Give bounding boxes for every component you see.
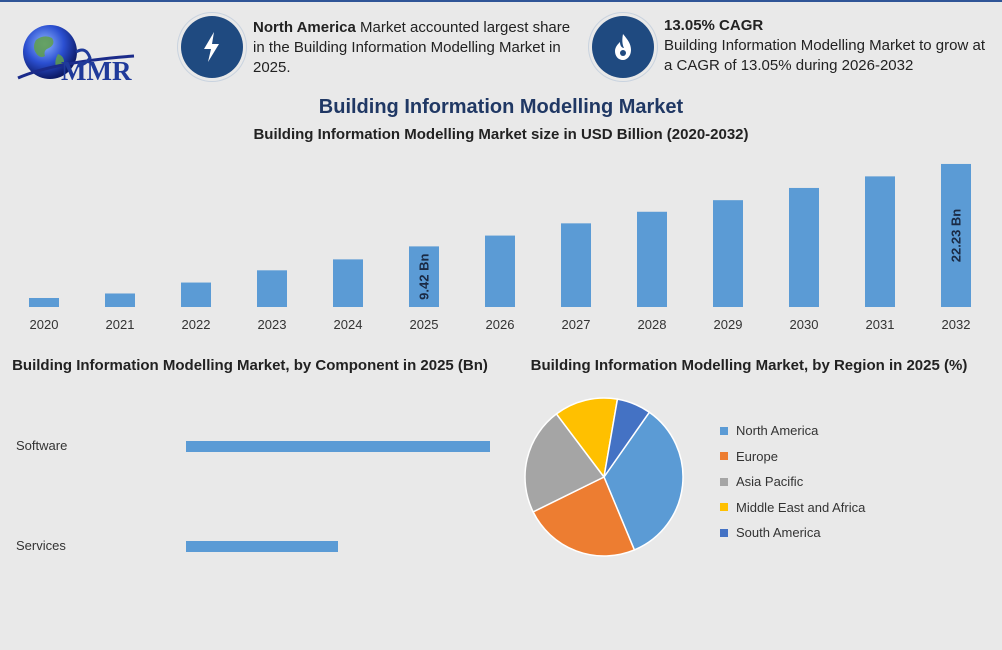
bar-2031 [865,176,895,307]
pie-slice-asia-pacific [524,412,606,513]
bar-2030 [789,187,819,307]
x-tick-label: 2020 [30,317,59,332]
x-tick-label: 2025 [410,317,439,332]
bar-2023 [257,270,287,307]
bar-2029 [713,200,743,307]
legend-item: North America [720,418,865,444]
bar-2022 [181,282,211,307]
bar-chart-title: Building Information Modelling Market si… [253,126,749,143]
bar-services [186,541,338,552]
bar-2032 [941,163,971,307]
legend-swatch [720,426,728,435]
region-pie-chart [524,397,684,557]
logo-text: MMR [61,56,132,86]
bar-software [186,441,490,452]
legend-label: Europe [736,448,778,464]
bar-2020 [29,297,59,307]
category-label-services: Services [16,538,66,553]
highlight-body: Market accounted largest share in the Bu… [253,19,571,76]
legend-swatch [720,477,728,486]
x-tick-label: 2028 [638,317,667,332]
x-tick-label: 2021 [106,317,135,332]
highlight-body: Building Information Modelling Market to… [664,37,985,74]
x-tick-label: 2030 [790,317,819,332]
category-label-software: Software [16,438,67,453]
lightning-icon [181,16,243,78]
bar-2027 [561,223,591,307]
legend-swatch [720,528,728,537]
x-tick-label: 2029 [714,317,743,332]
component-bar-chart: Software Services [16,438,490,553]
legend-label: Asia Pacific [736,474,804,490]
bar-2024 [333,259,363,307]
page-title: Building Information Modelling Market [318,96,684,118]
legend-item: Europe [720,444,865,470]
pie-slice-europe [532,475,636,557]
top-border [0,0,1002,2]
pie-slice-south-america [603,398,651,478]
x-tick-label: 2031 [866,317,895,332]
legend-label: North America [736,423,819,439]
component-chart-title: Building Information Modelling Market, b… [12,357,488,374]
pie-slice-north-america [603,411,684,551]
legend-item: South America [720,520,865,546]
x-tick-label: 2024 [334,317,363,332]
x-tick-label: 2022 [182,317,211,332]
highlight-bold: North America [253,19,356,36]
highlight-cagr: 13.05% CAGR Building Information Modelli… [664,16,994,76]
legend-item: Middle East and Africa [720,495,865,521]
legend-swatch [720,503,728,512]
pie-slice-middle-east-and-africa [555,397,619,479]
legend-label: Middle East and Africa [736,499,866,515]
bar-2028 [637,211,667,307]
region-legend: North America Europe Asia Pacific Middle Ea… [720,418,865,546]
market-size-bar-chart: 2020 2021 2022 2023 2024 2025 9.42 Bn 2026 2027 2… [29,163,971,332]
bar-2025 [409,246,439,307]
highlight-bold: 13.05% CAGR [664,17,764,34]
legend-label: South America [736,525,821,541]
x-tick-label: 2023 [258,317,287,332]
x-tick-label: 2026 [486,317,515,332]
data-label-2025: 9.42 Bn [417,254,432,300]
legend-item: Asia Pacific [720,469,865,495]
x-tick-label: 2032 [942,317,971,332]
flame-icon [592,16,654,78]
highlight-north-america: North America Market accounted largest s… [253,18,573,78]
bar-2026 [485,235,515,307]
x-tick-label: 2027 [562,317,591,332]
region-chart-title: Building Information Modelling Market, b… [530,357,968,374]
mmr-logo: MMR [14,18,154,90]
bar-2021 [105,293,135,307]
legend-swatch [720,452,728,461]
data-label-2032: 22.23 Bn [949,209,964,263]
